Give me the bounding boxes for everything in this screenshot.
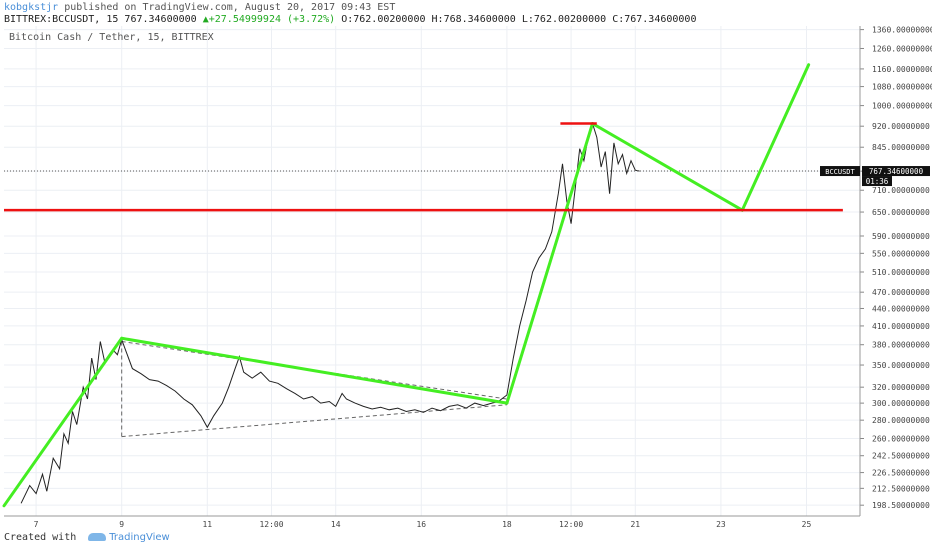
grid: [4, 26, 860, 516]
y-tick-label: 650.00000000: [872, 208, 930, 217]
y-tick-label: 410.00000000: [872, 322, 930, 331]
y-tick-label: 226.50000000: [872, 469, 930, 478]
trend-lines: [2, 63, 811, 508]
x-tick-label: 7: [34, 520, 39, 529]
open-value: O:762.00200000: [341, 14, 426, 25]
triangle-dashed-lines: [121, 340, 507, 438]
author-link[interactable]: kobgkstjr: [4, 2, 59, 13]
x-tick-label: 16: [416, 520, 426, 529]
x-tick-label: 12:00: [559, 520, 583, 529]
y-tick-label: 260.00000000: [872, 434, 930, 443]
y-tick-label: 845.00000000: [872, 143, 930, 152]
y-tick-label: 1160.00000000: [872, 65, 932, 74]
x-tick-label: 18: [502, 520, 512, 529]
x-tick-label: 23: [716, 520, 726, 529]
y-tick-label: 920.00000000: [872, 122, 930, 131]
tradingview-logo-icon: [88, 533, 107, 541]
symbol-tag-label: BCCUSDT: [825, 168, 855, 176]
x-tick-label: 11: [202, 520, 212, 529]
published-text: published on TradingView.com, August 20,…: [58, 2, 396, 13]
created-with-label: Created with: [4, 532, 77, 543]
y-tick-label: 1260.00000000: [872, 44, 932, 53]
x-tick-label: 14: [331, 520, 341, 529]
x-tick-label: 21: [630, 520, 640, 529]
y-tick-label: 350.00000000: [872, 361, 930, 370]
y-tick-label: 320.00000000: [872, 383, 930, 392]
y-tick-label: 510.00000000: [872, 268, 930, 277]
trend-line: [505, 122, 594, 405]
price-tag-value: 767.34600000: [869, 167, 924, 176]
y-tick-label: 1000.00000000: [872, 102, 932, 111]
price-chart[interactable]: Bitcoin Cash / Tether, 15, BITTREX 1360.…: [0, 26, 932, 530]
y-tick-label: 242.50000000: [872, 452, 930, 461]
trend-line: [120, 336, 509, 405]
trend-line: [591, 122, 744, 212]
trend-line: [740, 63, 811, 212]
tradingview-brand[interactable]: TradingView: [109, 532, 170, 543]
y-tick-label: 380.00000000: [872, 341, 930, 350]
price-series: [4, 121, 860, 504]
y-tick-label: 440.00000000: [872, 304, 930, 313]
ohlc-line: BITTREX:BCCUSDT, 15 767.34600000 ▲+27.54…: [4, 14, 696, 25]
y-tick-label: 590.00000000: [872, 232, 930, 241]
y-tick-label: 198.50000000: [872, 501, 930, 510]
close-value: C:767.34600000: [612, 14, 697, 25]
x-tick-label: 25: [802, 520, 812, 529]
chart-title: Bitcoin Cash / Tether, 15, BITTREX: [9, 32, 214, 43]
up-arrow-icon: ▲: [202, 14, 209, 25]
x-tick-label: 9: [119, 520, 124, 529]
countdown-tag-value: 01:36: [866, 177, 889, 186]
y-tick-label: 280.00000000: [872, 416, 930, 425]
dashed-trend-line: [121, 340, 507, 400]
trend-line: [2, 336, 124, 508]
footer: Created with TradingView: [4, 532, 170, 543]
low-value: L:762.00200000: [521, 14, 607, 25]
countdown-tag-bg: [862, 176, 892, 187]
high-value: H:768.34600000: [431, 14, 516, 25]
y-tick-label: 710.00000000: [872, 186, 930, 195]
y-tick-label: 470.00000000: [872, 288, 930, 297]
price-tag-bg: [862, 166, 930, 177]
y-tick-label: 550.00000000: [872, 249, 930, 258]
dashed-trend-line: [121, 404, 507, 438]
y-tick-label: 212.50000000: [872, 484, 930, 493]
axes: 1360.00000000 1260.00000000 1160.00000000 1…: [4, 26, 932, 529]
y-tick-label: 300.00000000: [872, 399, 930, 408]
symbol-label: BITTREX:BCCUSDT, 15: [4, 14, 119, 25]
y-tick-label: 1080.00000000: [872, 83, 932, 92]
y-tick-label: 1360.00000000: [872, 26, 932, 35]
price-line: [20, 121, 640, 504]
x-tick-label: 12:00: [259, 520, 283, 529]
level-lines: [4, 122, 843, 212]
publish-line: kobgkstjr published on TradingView.com, …: [4, 2, 395, 13]
price-change: +27.54999924 (+3.72%): [208, 14, 336, 25]
symbol-tag-bg: [820, 166, 860, 177]
last-price: 767.34600000: [124, 14, 197, 25]
